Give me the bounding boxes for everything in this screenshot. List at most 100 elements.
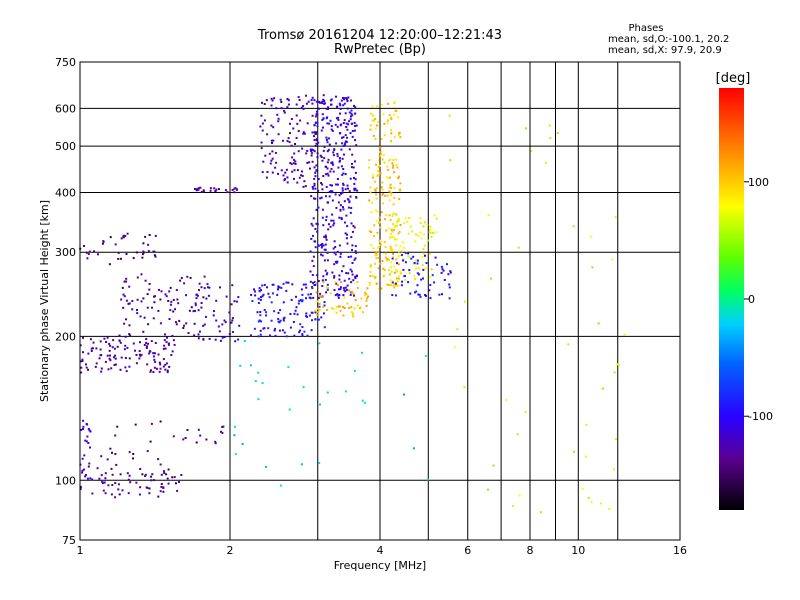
data-point xyxy=(381,188,384,191)
data-point xyxy=(354,139,357,142)
data-point xyxy=(346,100,349,103)
data-point xyxy=(314,246,317,249)
data-point xyxy=(330,167,333,170)
data-point xyxy=(170,303,172,306)
data-point xyxy=(334,253,337,256)
data-point xyxy=(424,254,426,257)
data-point xyxy=(335,206,338,209)
data-point xyxy=(315,142,318,145)
data-point xyxy=(424,267,427,270)
data-point xyxy=(142,330,145,333)
data-point xyxy=(395,244,398,247)
data-point xyxy=(448,283,451,286)
data-point xyxy=(128,474,131,477)
data-point xyxy=(388,214,391,217)
data-point xyxy=(264,154,267,157)
data-point xyxy=(304,283,307,286)
data-point xyxy=(251,300,254,303)
data-point xyxy=(259,329,262,332)
data-point xyxy=(257,320,260,323)
data-point xyxy=(432,232,434,234)
data-point xyxy=(156,367,158,370)
data-point xyxy=(301,175,304,177)
data-point xyxy=(280,101,283,103)
data-point xyxy=(372,247,375,250)
data-point xyxy=(389,183,392,186)
data-point xyxy=(88,462,91,465)
data-point xyxy=(381,103,384,106)
data-point xyxy=(259,333,262,336)
data-point xyxy=(399,188,402,191)
data-point xyxy=(383,161,386,164)
data-point xyxy=(315,314,318,316)
data-point xyxy=(383,134,386,137)
data-point xyxy=(309,297,312,300)
data-point xyxy=(160,485,163,488)
data-point xyxy=(261,284,264,287)
data-point xyxy=(231,331,234,333)
data-point xyxy=(322,149,325,152)
data-point xyxy=(308,161,311,164)
data-point xyxy=(343,279,346,282)
data-point xyxy=(261,171,264,174)
data-point xyxy=(140,300,143,303)
data-point xyxy=(398,231,401,233)
data-point xyxy=(203,275,206,278)
data-point xyxy=(349,268,352,271)
data-point xyxy=(343,144,346,147)
data-point xyxy=(392,229,395,232)
data-point xyxy=(207,286,209,289)
data-point xyxy=(396,225,398,227)
data-point xyxy=(157,458,160,461)
data-point xyxy=(280,286,283,289)
y-axis-label: Stationary phase Virtual Height [km] xyxy=(38,200,51,402)
data-point xyxy=(323,326,326,329)
data-point xyxy=(318,342,321,345)
data-point xyxy=(259,298,262,301)
data-point xyxy=(293,334,296,337)
data-point xyxy=(215,299,218,302)
data-point xyxy=(316,125,319,128)
data-point xyxy=(376,174,379,177)
data-point xyxy=(402,268,405,271)
data-point xyxy=(309,148,312,151)
data-point xyxy=(195,188,198,191)
data-point xyxy=(378,222,381,224)
data-point xyxy=(338,294,341,296)
data-point xyxy=(279,98,282,101)
data-point xyxy=(324,269,327,272)
data-point xyxy=(337,118,340,121)
data-point xyxy=(166,369,169,372)
data-point xyxy=(383,241,386,243)
data-point xyxy=(330,219,333,222)
data-point xyxy=(400,272,402,275)
data-point xyxy=(177,302,180,305)
data-point xyxy=(89,477,92,480)
data-point xyxy=(162,365,165,368)
data-point xyxy=(179,279,182,282)
data-point xyxy=(258,290,261,293)
data-point xyxy=(148,487,151,490)
data-point xyxy=(301,170,303,173)
data-point xyxy=(516,433,519,436)
data-point xyxy=(591,266,594,269)
data-point xyxy=(323,235,326,238)
data-point xyxy=(267,292,270,295)
data-point xyxy=(412,255,415,258)
data-point xyxy=(171,350,174,353)
data-point xyxy=(82,351,84,354)
data-point xyxy=(347,206,350,209)
data-point xyxy=(339,107,342,110)
data-point xyxy=(114,243,117,246)
data-point xyxy=(402,259,405,262)
data-point xyxy=(327,158,330,161)
data-point xyxy=(332,151,335,154)
data-point xyxy=(118,493,121,496)
data-point xyxy=(388,186,391,189)
data-point xyxy=(332,307,335,310)
data-point xyxy=(389,247,392,250)
data-point xyxy=(81,457,84,460)
data-point xyxy=(261,101,263,104)
data-point xyxy=(305,102,308,105)
data-point xyxy=(393,113,396,116)
